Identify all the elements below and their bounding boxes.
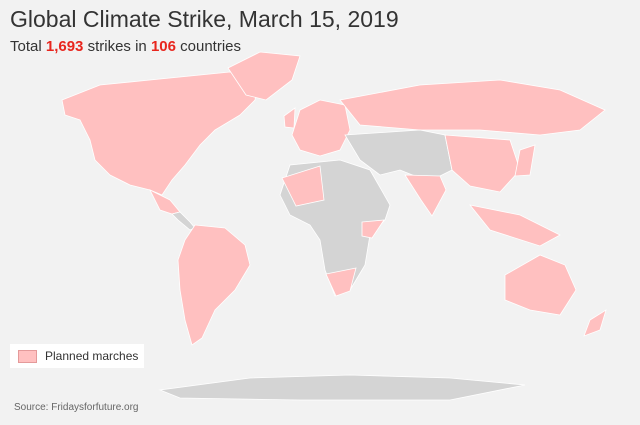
legend-swatch: [18, 349, 37, 363]
new-zealand: [583, 309, 607, 337]
subtitle-text: Total: [10, 38, 42, 55]
north-west-africa: [281, 165, 325, 207]
source: Source: Fridaysforfuture.org: [14, 402, 139, 413]
central-america-gray: [171, 211, 196, 231]
subtitle-text: strikes in: [87, 38, 147, 55]
europe: [291, 99, 351, 157]
china: [444, 134, 521, 193]
greenland: [227, 51, 301, 101]
subtitle: Total 1,693 strikes in 106 countries: [10, 38, 241, 55]
strike-count: 1,693: [45, 38, 84, 55]
land: [61, 51, 607, 401]
russia: [339, 79, 606, 136]
legend-label: Planned marches: [45, 349, 139, 363]
australia: [504, 254, 577, 316]
subtitle-text: countries: [180, 38, 242, 55]
india: [404, 174, 447, 217]
central-america: [149, 189, 181, 215]
legend: Planned marches: [10, 344, 144, 368]
east-africa: [361, 219, 385, 239]
country-count: 106: [150, 38, 176, 55]
antarctica: [158, 374, 526, 401]
north-america: [61, 71, 259, 196]
title: Global Climate Strike, March 15, 2019: [10, 6, 399, 32]
uk: [283, 107, 296, 129]
south-america: [177, 224, 251, 346]
japan: [514, 144, 536, 177]
southeast-asia: [469, 204, 561, 247]
southern-africa: [325, 267, 357, 297]
